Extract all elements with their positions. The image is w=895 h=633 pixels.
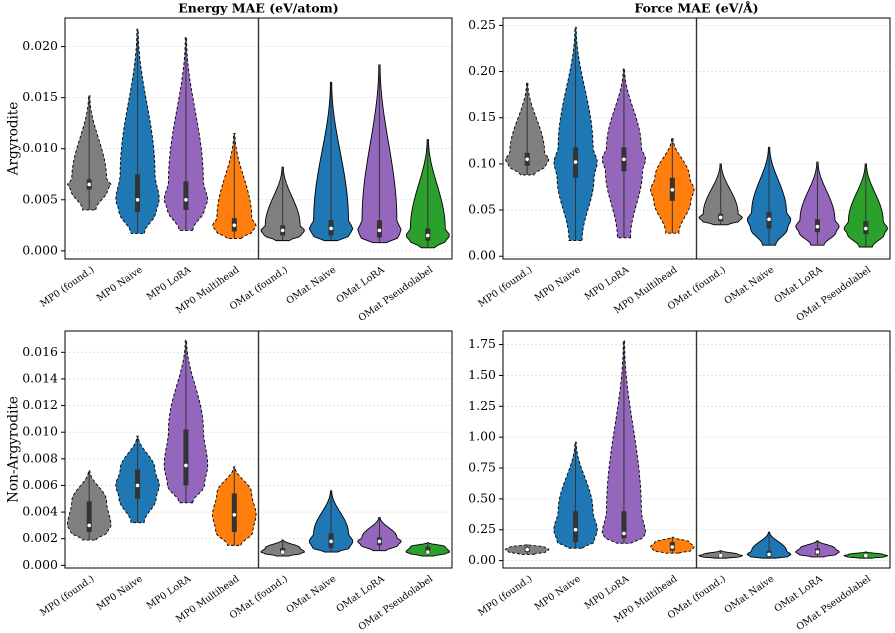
median — [87, 182, 91, 187]
median — [670, 187, 675, 192]
iqr-box — [86, 501, 92, 533]
median — [426, 233, 430, 238]
x-tick-label: OMat Naive — [284, 573, 338, 616]
median — [232, 512, 237, 517]
median — [573, 527, 578, 532]
median — [377, 539, 382, 544]
x-tick-label: OMat Naive — [284, 264, 338, 307]
y-tick-label: 0.005 — [22, 191, 58, 206]
median — [329, 539, 333, 544]
median — [525, 157, 529, 162]
y-tick-label: 0.015 — [22, 89, 58, 104]
y-tick-label: 0.010 — [22, 140, 58, 155]
x-tick-label: MP0 Naive — [533, 264, 583, 304]
x-tick-label: MP0 (found.) — [38, 573, 96, 618]
y-tick-label: 0.50 — [468, 490, 496, 505]
y-tick-label: 1.75 — [468, 336, 496, 351]
y-tick-label: 0.75 — [468, 460, 496, 475]
y-tick-label: 0.00 — [468, 248, 496, 263]
iqr-box — [183, 429, 189, 486]
axes-frame — [64, 330, 453, 569]
y-tick-label: 0.000 — [22, 242, 58, 257]
x-tick-label: MP0 (found.) — [476, 264, 534, 309]
x-tick-label: MP0 Naive — [95, 264, 145, 304]
y-tick-label: 1.50 — [468, 367, 496, 382]
median — [864, 553, 868, 558]
x-tick-label: MP0 LoRA — [145, 573, 193, 611]
iqr-box — [231, 493, 237, 533]
y-tick-label: 0.016 — [22, 344, 58, 359]
x-tick-label: MP0 Naive — [533, 573, 583, 613]
y-tick-label: 0.006 — [22, 477, 58, 492]
axes-frame — [502, 330, 891, 569]
median — [426, 550, 430, 554]
x-tick-label: MP0 (found.) — [38, 264, 96, 309]
y-tick-label: 0.15 — [468, 109, 496, 124]
median — [135, 483, 140, 488]
median — [718, 553, 723, 558]
x-tick-label: OMat Naive — [722, 573, 776, 616]
median — [87, 523, 91, 528]
median — [377, 228, 382, 233]
median — [864, 226, 868, 231]
y-tick-label: 1.25 — [468, 398, 496, 413]
panel-title: Force MAE (eV/Å) — [634, 1, 758, 16]
y-tick-label: 0.004 — [22, 504, 58, 519]
iqr-box — [425, 546, 431, 554]
y-tick-label: 0.25 — [468, 17, 496, 32]
median — [815, 224, 820, 229]
y-axis-label: Non-Argyrodite — [6, 396, 22, 503]
y-tick-label: 0.000 — [22, 557, 58, 572]
median — [815, 550, 820, 554]
y-tick-label: 0.05 — [468, 202, 496, 217]
y-tick-label: 0.10 — [468, 155, 496, 170]
x-tick-label: MP0 (found.) — [476, 573, 534, 618]
x-tick-label: OMat Naive — [722, 264, 776, 307]
median — [767, 552, 771, 557]
iqr-box — [621, 511, 627, 539]
median — [767, 217, 771, 222]
y-tick-label: 1.00 — [468, 429, 496, 444]
median — [184, 197, 188, 202]
x-tick-label: MP0 LoRA — [145, 264, 193, 302]
axes-frame — [502, 17, 891, 260]
y-tick-label: 0.010 — [22, 424, 58, 439]
median — [135, 197, 140, 202]
median — [280, 228, 285, 233]
y-tick-label: 0.020 — [22, 38, 58, 53]
y-tick-label: 0.002 — [22, 530, 58, 545]
x-tick-label: MP0 LoRA — [583, 573, 631, 611]
median — [525, 547, 529, 552]
y-tick-label: 0.014 — [22, 370, 58, 385]
y-tick-label: 0.008 — [22, 450, 58, 465]
iqr-box — [573, 511, 579, 543]
median — [280, 550, 285, 554]
x-tick-label: MP0 LoRA — [583, 264, 631, 302]
panel-title: Energy MAE (eV/atom) — [178, 1, 338, 16]
y-tick-label: 0.20 — [468, 63, 496, 78]
median — [573, 160, 578, 164]
y-axis-label: Argyrodite — [6, 102, 22, 176]
y-tick-label: 0.012 — [22, 397, 58, 412]
x-tick-label: MP0 Naive — [95, 573, 145, 613]
median — [718, 215, 723, 220]
y-tick-label: 0.25 — [468, 521, 496, 536]
iqr-box — [135, 174, 141, 213]
iqr-box — [183, 181, 189, 210]
median — [622, 157, 626, 162]
median — [622, 531, 626, 536]
median — [670, 545, 675, 549]
y-tick-label: 0.00 — [468, 552, 496, 567]
median — [232, 223, 237, 228]
median — [329, 226, 333, 231]
axes-frame — [64, 17, 453, 260]
median — [184, 463, 188, 468]
